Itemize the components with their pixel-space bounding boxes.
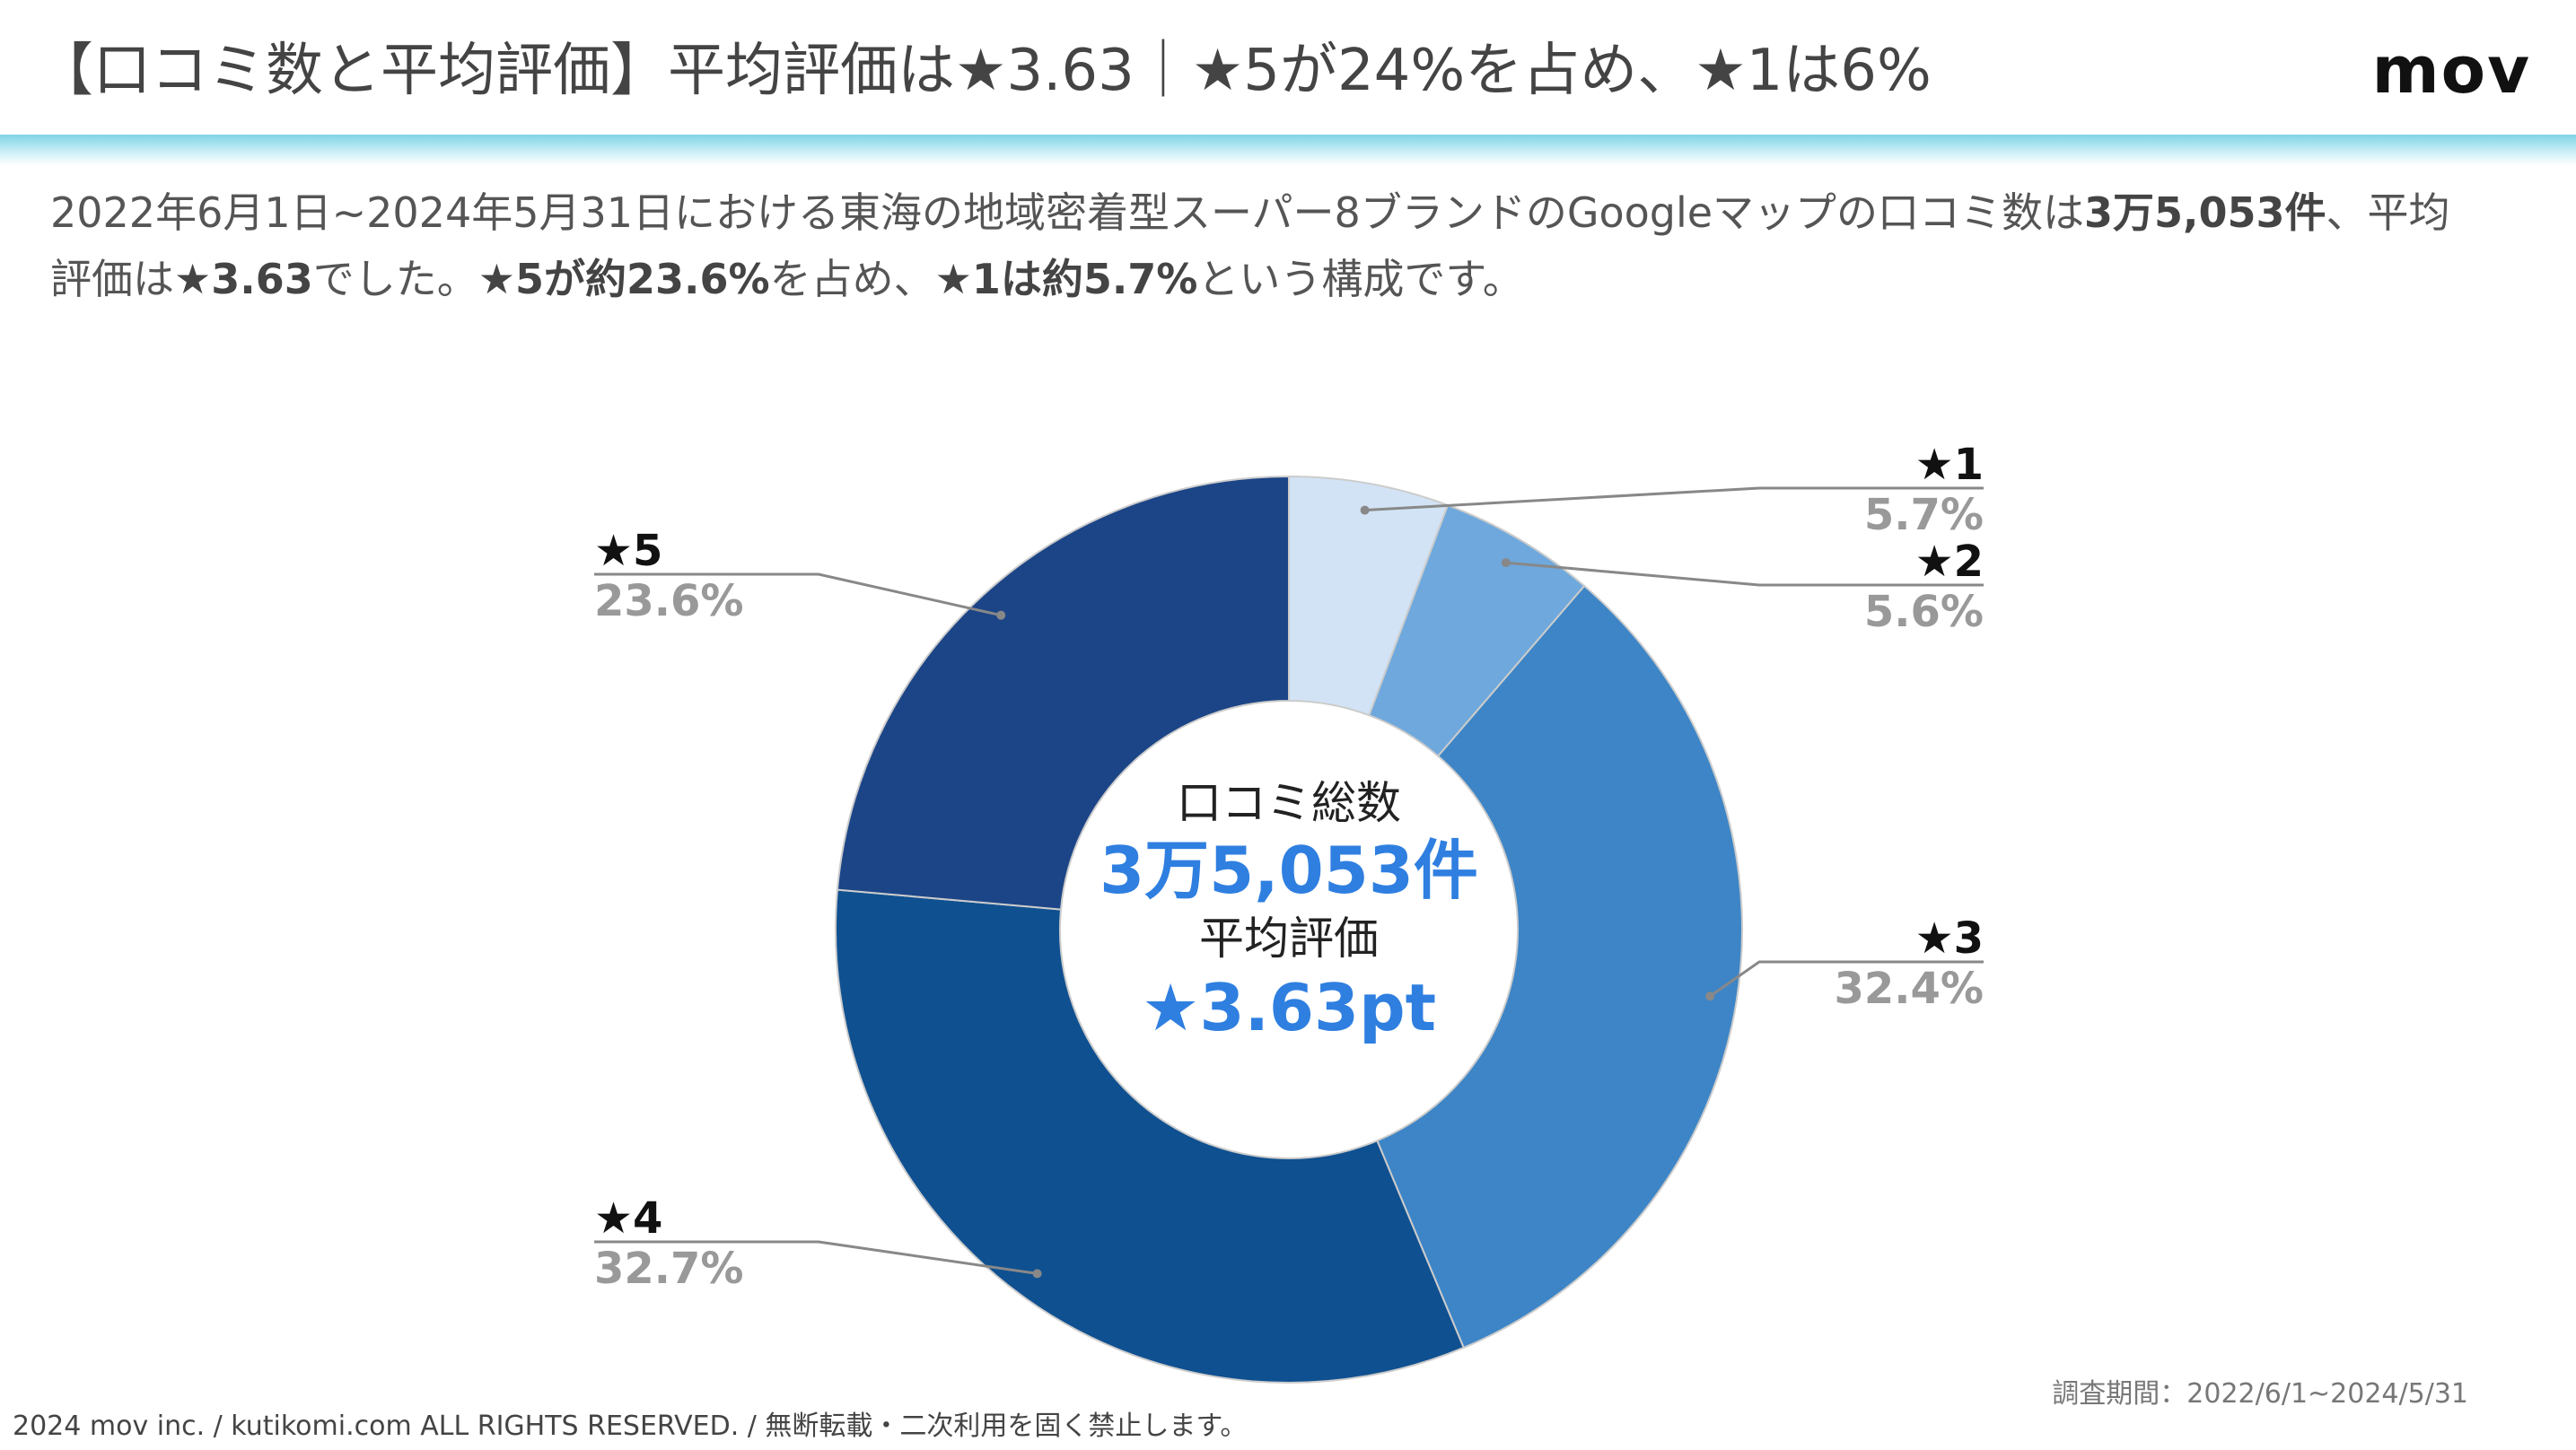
page-title: 【口コミ数と平均評価】平均評価は★3.63｜★5が24%を占め、★1は6%	[36, 38, 1932, 104]
leader-line	[594, 1240, 1038, 1275]
description-segment: 2022年6月1日~2024年5月31日における東海の地域密着型スーパー8ブラン…	[50, 188, 2085, 237]
slice-category-label: ★1	[1915, 440, 1984, 490]
donut-slice	[835, 888, 1466, 1384]
leader-line	[1709, 960, 1984, 998]
description-segment: ★5が約23.6%	[478, 255, 770, 303]
description-segment: ★3.63	[174, 255, 313, 303]
center-total-label: 口コミ総数	[1177, 777, 1401, 829]
description-segment: を占め、	[769, 255, 935, 303]
leader-line	[1505, 561, 1984, 587]
slice-value-label: 32.4%	[1834, 964, 1984, 1014]
description-segment: 、平均評価は	[50, 188, 2450, 303]
donut-slice	[836, 475, 1290, 911]
slice-value-label: 5.7%	[1864, 490, 1984, 540]
slice-category-label: ★5	[594, 526, 662, 576]
center-average-label: 平均評価	[1199, 913, 1379, 965]
mov-logo: mov	[2371, 32, 2531, 108]
description: 2022年6月1日~2024年5月31日における東海の地域密着型スーパー8ブラン…	[50, 179, 2474, 312]
survey-period: 調査期間：2022/6/1~2024/5/31	[2052, 1378, 2468, 1410]
leader-line	[1364, 486, 1984, 512]
leader-line	[594, 572, 1002, 617]
slice-value-label: 23.6%	[594, 576, 744, 626]
description-segment: ★1は約5.7%	[934, 255, 1198, 303]
center-average-value: ★3.63pt	[1142, 970, 1436, 1045]
donut-slice	[1376, 584, 1743, 1350]
slice-category-label: ★4	[594, 1193, 662, 1244]
description-segment: という構成です。	[1197, 255, 1524, 303]
copyright-footer: 2024 mov inc. / kutikomi.com ALL RIGHTS …	[13, 1411, 1248, 1442]
center-total-value: 3万5,053件	[1100, 833, 1478, 908]
description-segment: でした。	[312, 255, 478, 303]
description-segment: 3万5,053件	[2084, 188, 2326, 237]
slice-category-label: ★3	[1915, 913, 1984, 964]
header: 【口コミ数と平均評価】平均評価は★3.63｜★5が24%を占め、★1は6% mo…	[0, 0, 2576, 135]
header-gradient-band	[0, 135, 2576, 165]
slice-value-label: 5.6%	[1864, 587, 1984, 637]
slice-value-label: 32.7%	[594, 1244, 744, 1294]
slice-category-label: ★2	[1915, 537, 1984, 587]
